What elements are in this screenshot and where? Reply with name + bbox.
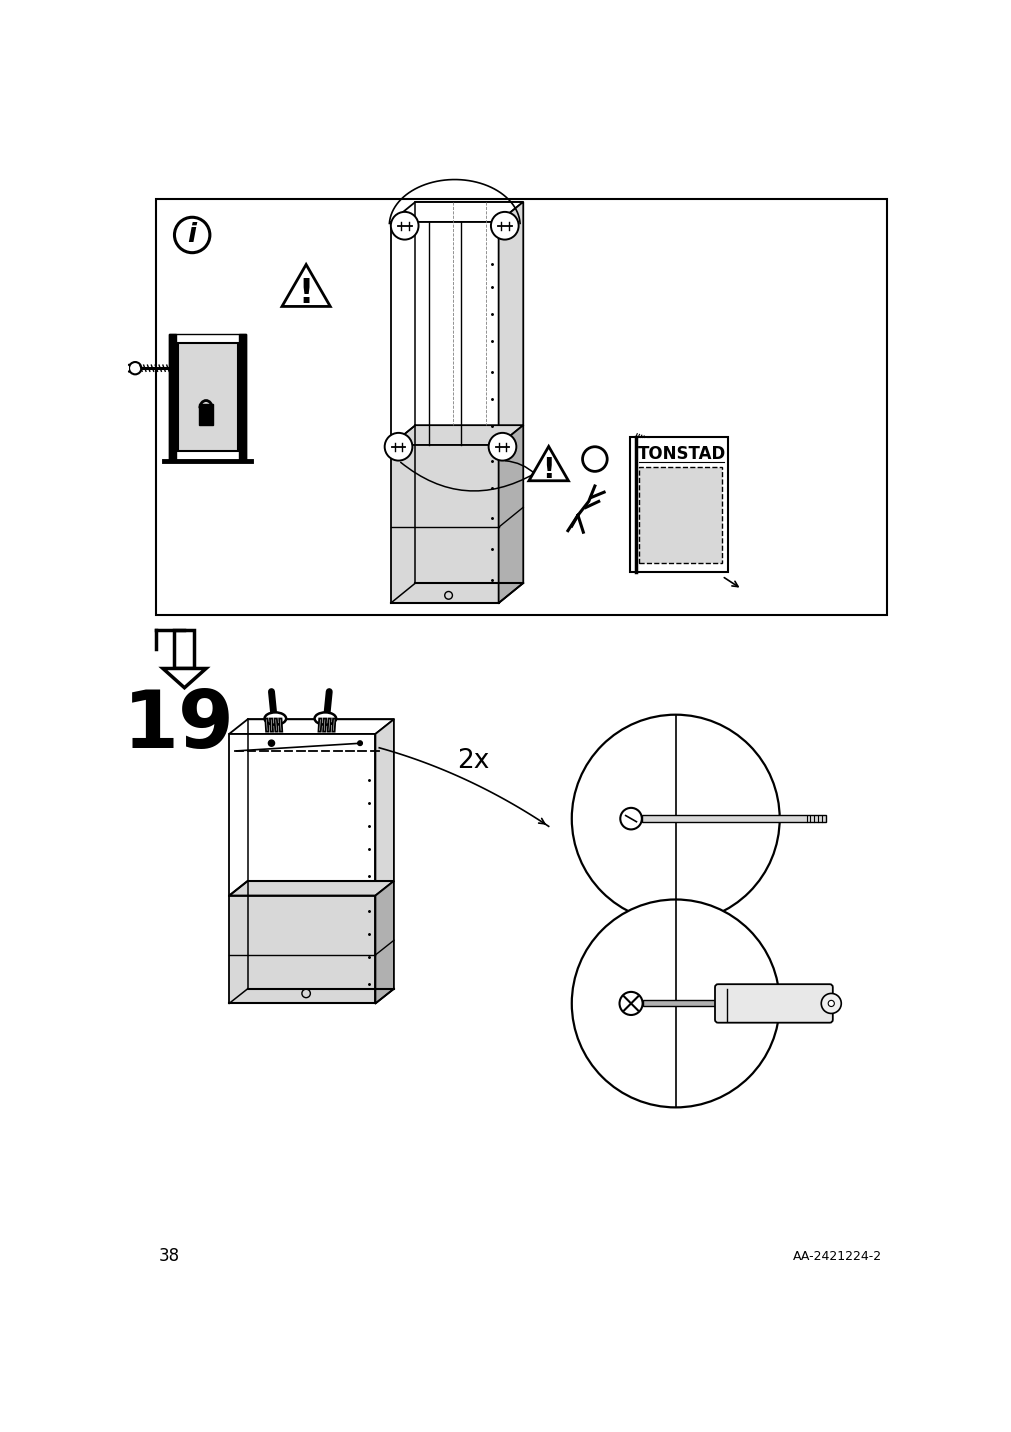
Circle shape [571, 899, 778, 1107]
Circle shape [128, 362, 142, 374]
Polygon shape [228, 735, 375, 895]
Polygon shape [228, 895, 375, 1004]
Text: !: ! [298, 278, 313, 311]
Circle shape [384, 432, 411, 461]
Polygon shape [375, 719, 393, 895]
Text: 38: 38 [158, 1247, 179, 1264]
Polygon shape [390, 202, 523, 222]
Polygon shape [375, 881, 393, 1004]
Circle shape [390, 212, 419, 239]
Polygon shape [163, 669, 206, 687]
Bar [169, 334, 176, 461]
Circle shape [620, 808, 641, 829]
Text: 19: 19 [123, 687, 235, 765]
Circle shape [827, 1001, 833, 1007]
Polygon shape [265, 719, 268, 732]
Bar [156, 199, 887, 614]
Circle shape [268, 740, 274, 746]
Polygon shape [390, 222, 498, 445]
Polygon shape [274, 719, 277, 732]
Bar [629, 438, 727, 573]
Polygon shape [390, 425, 523, 445]
Bar [177, 342, 239, 451]
Polygon shape [318, 719, 321, 732]
Text: 2x: 2x [457, 748, 489, 773]
Polygon shape [282, 265, 330, 306]
Polygon shape [228, 719, 393, 735]
Circle shape [571, 715, 778, 922]
Bar [199, 404, 212, 425]
Text: i: i [187, 222, 196, 248]
Circle shape [357, 740, 362, 746]
Text: !: ! [542, 457, 554, 484]
Circle shape [619, 992, 642, 1015]
Polygon shape [498, 202, 523, 445]
Polygon shape [332, 719, 335, 732]
Ellipse shape [264, 712, 286, 725]
Text: AA-2421224-2: AA-2421224-2 [793, 1250, 882, 1263]
Polygon shape [328, 719, 331, 732]
Bar [638, 467, 721, 563]
Circle shape [490, 212, 518, 239]
FancyBboxPatch shape [715, 984, 832, 1022]
Text: TONSTAD: TONSTAD [637, 445, 725, 464]
Bar [169, 334, 246, 461]
Bar [642, 1001, 718, 1005]
Polygon shape [279, 719, 282, 732]
Polygon shape [323, 719, 326, 732]
Bar [174, 630, 194, 669]
Bar [641, 815, 825, 822]
Ellipse shape [314, 712, 336, 725]
Polygon shape [390, 445, 498, 603]
Circle shape [821, 994, 840, 1014]
Polygon shape [498, 425, 523, 603]
Circle shape [488, 432, 516, 461]
Polygon shape [228, 881, 393, 895]
Polygon shape [529, 447, 568, 481]
Polygon shape [270, 719, 273, 732]
Bar [239, 334, 246, 461]
